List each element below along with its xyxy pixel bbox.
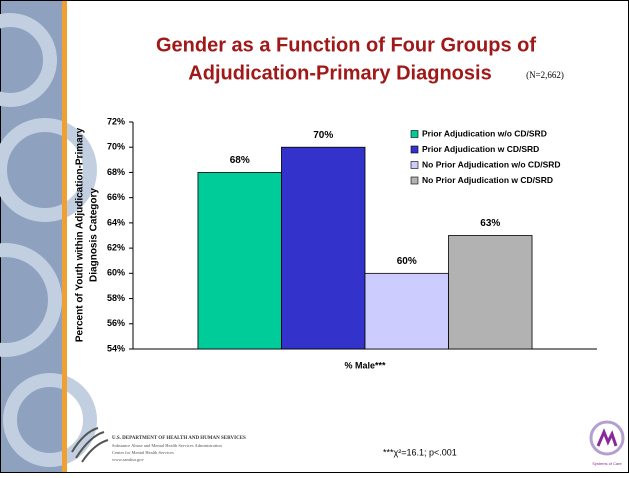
hhs-text: www.samhsa.gov — [112, 457, 144, 462]
legend-label: No Prior Adjudication w CD/SRD — [422, 175, 553, 185]
bar — [198, 172, 282, 349]
legend-label: Prior Adjudication w CD/SRD — [422, 144, 539, 154]
y-tick-label: 58% — [107, 293, 125, 303]
y-tick-label: 64% — [107, 217, 125, 227]
y-tick-label: 62% — [107, 242, 125, 252]
y-tick-label: 68% — [107, 167, 125, 177]
chart-title: Adjudication-Primary Diagnosis — [188, 62, 491, 84]
chart-subtitle: (N=2,662) — [526, 70, 564, 80]
y-tick-label: 66% — [107, 192, 125, 202]
hhs-text: Substance Abuse and Mental Health Servic… — [112, 443, 222, 448]
y-tick-label: 72% — [107, 116, 125, 126]
data-label: 63% — [480, 218, 500, 229]
bar — [281, 147, 365, 349]
slide: Gender as a Function of Four Groups of A… — [0, 0, 629, 473]
y-tick-label: 70% — [107, 142, 125, 152]
y-axis-label: Diagnosis Category — [89, 188, 100, 282]
legend-swatch — [411, 177, 418, 184]
data-label: 70% — [313, 130, 333, 141]
data-label: 68% — [230, 155, 250, 166]
legend-swatch — [411, 162, 418, 169]
data-label: 60% — [397, 256, 417, 267]
x-tick-label: % Male*** — [344, 360, 386, 370]
chart-title: Gender as a Function of Four Groups of — [156, 34, 536, 56]
soc-logo — [591, 422, 623, 454]
y-tick-label: 56% — [107, 318, 125, 328]
footnote: ***χ²=16.1; p<.001 — [383, 447, 457, 457]
legend-label: No Prior Adjudication w/o CD/SRD — [422, 159, 561, 169]
bar — [449, 236, 533, 350]
hhs-text: U.S. DEPARTMENT OF HEALTH AND HUMAN SERV… — [112, 436, 246, 441]
hhs-text: Center for Mental Health Services — [112, 450, 174, 455]
soc-text: Systems of Care — [592, 461, 622, 466]
page: Gender as a Function of Four Groups of A… — [0, 0, 629, 478]
y-tick-label: 60% — [107, 268, 125, 278]
legend-swatch — [411, 131, 418, 138]
legend-swatch — [411, 146, 418, 153]
y-tick-label: 54% — [107, 343, 125, 353]
y-axis-label: Percent of Youth within Adjudication-Pri… — [75, 127, 86, 342]
bar — [365, 273, 449, 349]
legend-label: Prior Adjudication w/o CD/SRD — [422, 128, 547, 138]
